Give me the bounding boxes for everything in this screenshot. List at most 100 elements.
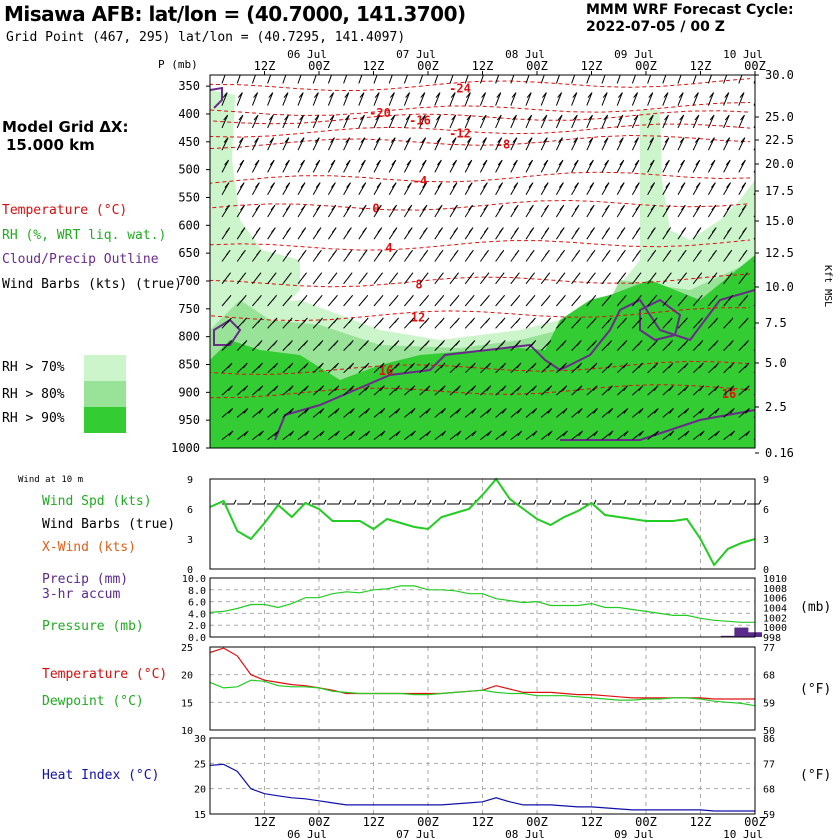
- wind-barb: [419, 317, 430, 329]
- wind10m-barb: [282, 499, 297, 505]
- wind-barb: [586, 92, 593, 106]
- wind-barb: [464, 430, 477, 440]
- wind-barb: [403, 75, 408, 84]
- wind-barb: [388, 294, 399, 307]
- wind-barb: [616, 430, 629, 440]
- wind-barb: [571, 430, 583, 440]
- wind-barb: [236, 430, 249, 440]
- wind-barb: [708, 340, 719, 351]
- wind-barb: [282, 249, 292, 262]
- pressure-y-tick: 1008: [763, 584, 787, 595]
- wind-barb: [388, 385, 400, 396]
- wind-barb: [464, 204, 474, 218]
- wind-barb: [647, 272, 657, 285]
- wind-barb: [236, 317, 247, 329]
- wind-barb: [358, 182, 367, 195]
- date-label-top: 08 Jul: [505, 48, 545, 61]
- wind-barb: [297, 92, 304, 106]
- wind-barb: [221, 75, 226, 84]
- wind-barb: [479, 137, 487, 151]
- wind-barb: [403, 92, 411, 106]
- wind-barb: [647, 249, 657, 262]
- wind-barb: [267, 204, 276, 218]
- wind-barb: [297, 340, 309, 351]
- wind-speed-line: [209, 477, 756, 567]
- wind-barb: [267, 227, 276, 240]
- wind-barb: [510, 408, 522, 418]
- wind-barb: [434, 317, 445, 329]
- wind-barb: [343, 385, 355, 396]
- wind-barb: [631, 182, 640, 195]
- wind-barb: [723, 340, 734, 351]
- wind-barb: [312, 114, 320, 129]
- wind-barb: [510, 249, 520, 262]
- wind-barb: [738, 159, 746, 173]
- wind-barb: [434, 430, 447, 440]
- wind-barb: [312, 385, 324, 396]
- legend-rh: RH (%, WRT liq. wat.): [2, 228, 167, 243]
- wind-barb: [631, 159, 640, 173]
- wind-barb: [236, 272, 247, 285]
- wind-barb: [723, 430, 735, 440]
- date-label-bottom: 10 Jul: [723, 828, 763, 840]
- temp-y-tick-right: 59: [763, 698, 775, 709]
- wind-barb: [753, 415, 755, 418]
- wind-barb: [358, 159, 366, 173]
- legend-temperature: Temperature (°C): [2, 203, 128, 218]
- wind10m-barb: [372, 499, 387, 505]
- wind-barb: [692, 430, 705, 440]
- temp-y-tick-left: 25: [181, 643, 193, 654]
- wind-barb: [616, 204, 626, 218]
- wind-barb: [632, 340, 643, 351]
- wind-barb: [464, 272, 475, 285]
- wind-barb: [738, 182, 747, 195]
- wind-barb: [404, 294, 414, 307]
- wind-barb: [419, 294, 429, 307]
- wind-barb: [692, 317, 703, 329]
- wind-barb: [723, 114, 730, 129]
- time-tick-label-top: 00Z: [635, 59, 657, 73]
- wind-barb: [297, 430, 310, 440]
- wind-barb: [556, 294, 566, 307]
- wind-barb: [647, 204, 656, 218]
- wind-barb: [221, 159, 230, 173]
- wind-barb: [647, 92, 654, 106]
- wind-barb: [343, 340, 354, 351]
- wind-barb: [403, 182, 412, 195]
- time-tick-label-bottom: 12Z: [690, 815, 712, 829]
- wind-barb: [449, 137, 457, 151]
- forecast-cycle: MMM WRF Forecast Cycle: 2022-07-05 / 00 …: [586, 2, 794, 36]
- wind-barb: [373, 249, 383, 262]
- wind-barb: [510, 75, 515, 84]
- wind-barb: [480, 272, 490, 285]
- wind-barb: [388, 362, 400, 374]
- precip-y-tick: 10.0: [182, 574, 206, 585]
- temp-y-tick-left: 20: [181, 671, 193, 682]
- wind-barb: [647, 430, 659, 440]
- wind-barb: [616, 317, 627, 329]
- wind-barb: [419, 204, 428, 218]
- wind-barb: [556, 362, 567, 374]
- wind-barb: [282, 227, 292, 240]
- wind-barb: [434, 340, 445, 351]
- wind-barb: [328, 294, 338, 307]
- wind-barb: [707, 182, 716, 195]
- wind-barb: [434, 182, 443, 195]
- wind-barb: [707, 137, 715, 151]
- wind-barb: [221, 114, 229, 129]
- wind-barb: [297, 182, 306, 195]
- wind-barb: [479, 182, 488, 195]
- wind10m-barb: [702, 499, 717, 505]
- wind10m-barb: [492, 499, 507, 505]
- wind-barb: [267, 317, 278, 329]
- wind-barb: [358, 272, 368, 285]
- wind10m-title: Wind at 10 m: [18, 475, 84, 485]
- wind-barb: [677, 182, 686, 195]
- wind-barb: [252, 430, 264, 440]
- wind-barb: [586, 204, 595, 218]
- wind-barb: [662, 75, 667, 84]
- wind-barb: [449, 385, 461, 396]
- wind-barb: [267, 92, 274, 106]
- wind-barb: [510, 227, 520, 240]
- wind-barb: [708, 408, 720, 418]
